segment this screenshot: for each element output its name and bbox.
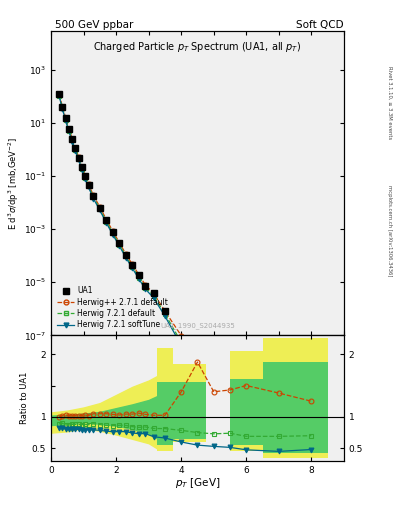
Bar	[230, 351, 263, 452]
Text: Rivet 3.1.10, ≥ 3.3M events: Rivet 3.1.10, ≥ 3.3M events	[387, 66, 392, 139]
Bar	[230, 379, 263, 445]
Bar	[173, 382, 189, 439]
Text: UA1_1990_S2044935: UA1_1990_S2044935	[160, 323, 235, 329]
Text: Soft QCD: Soft QCD	[296, 20, 344, 31]
Legend: UA1, Herwig++ 2.7.1 default, Herwig 7.2.1 default, Herwig 7.2.1 softTune: UA1, Herwig++ 2.7.1 default, Herwig 7.2.…	[55, 284, 170, 332]
Bar	[263, 338, 295, 458]
Text: Charged Particle $p_T$ Spectrum (UA1, all $p_T$): Charged Particle $p_T$ Spectrum (UA1, al…	[94, 40, 301, 54]
Text: mcplots.cern.ch [arXiv:1306.3436]: mcplots.cern.ch [arXiv:1306.3436]	[387, 185, 392, 276]
Bar	[263, 361, 295, 453]
Bar	[157, 348, 173, 452]
Y-axis label: E d$^3\sigma$/dp$^3$ [mb,GeV$^{-2}$]: E d$^3\sigma$/dp$^3$ [mb,GeV$^{-2}$]	[7, 137, 21, 229]
Bar	[157, 382, 173, 445]
Text: 500 GeV ppbar: 500 GeV ppbar	[55, 20, 133, 31]
Bar	[173, 364, 189, 442]
Bar	[189, 382, 206, 439]
Y-axis label: Ratio to UA1: Ratio to UA1	[20, 372, 29, 424]
Bar	[295, 361, 328, 453]
X-axis label: $p_T$ [GeV]: $p_T$ [GeV]	[175, 476, 220, 490]
Bar	[189, 364, 206, 442]
Bar	[295, 338, 328, 458]
